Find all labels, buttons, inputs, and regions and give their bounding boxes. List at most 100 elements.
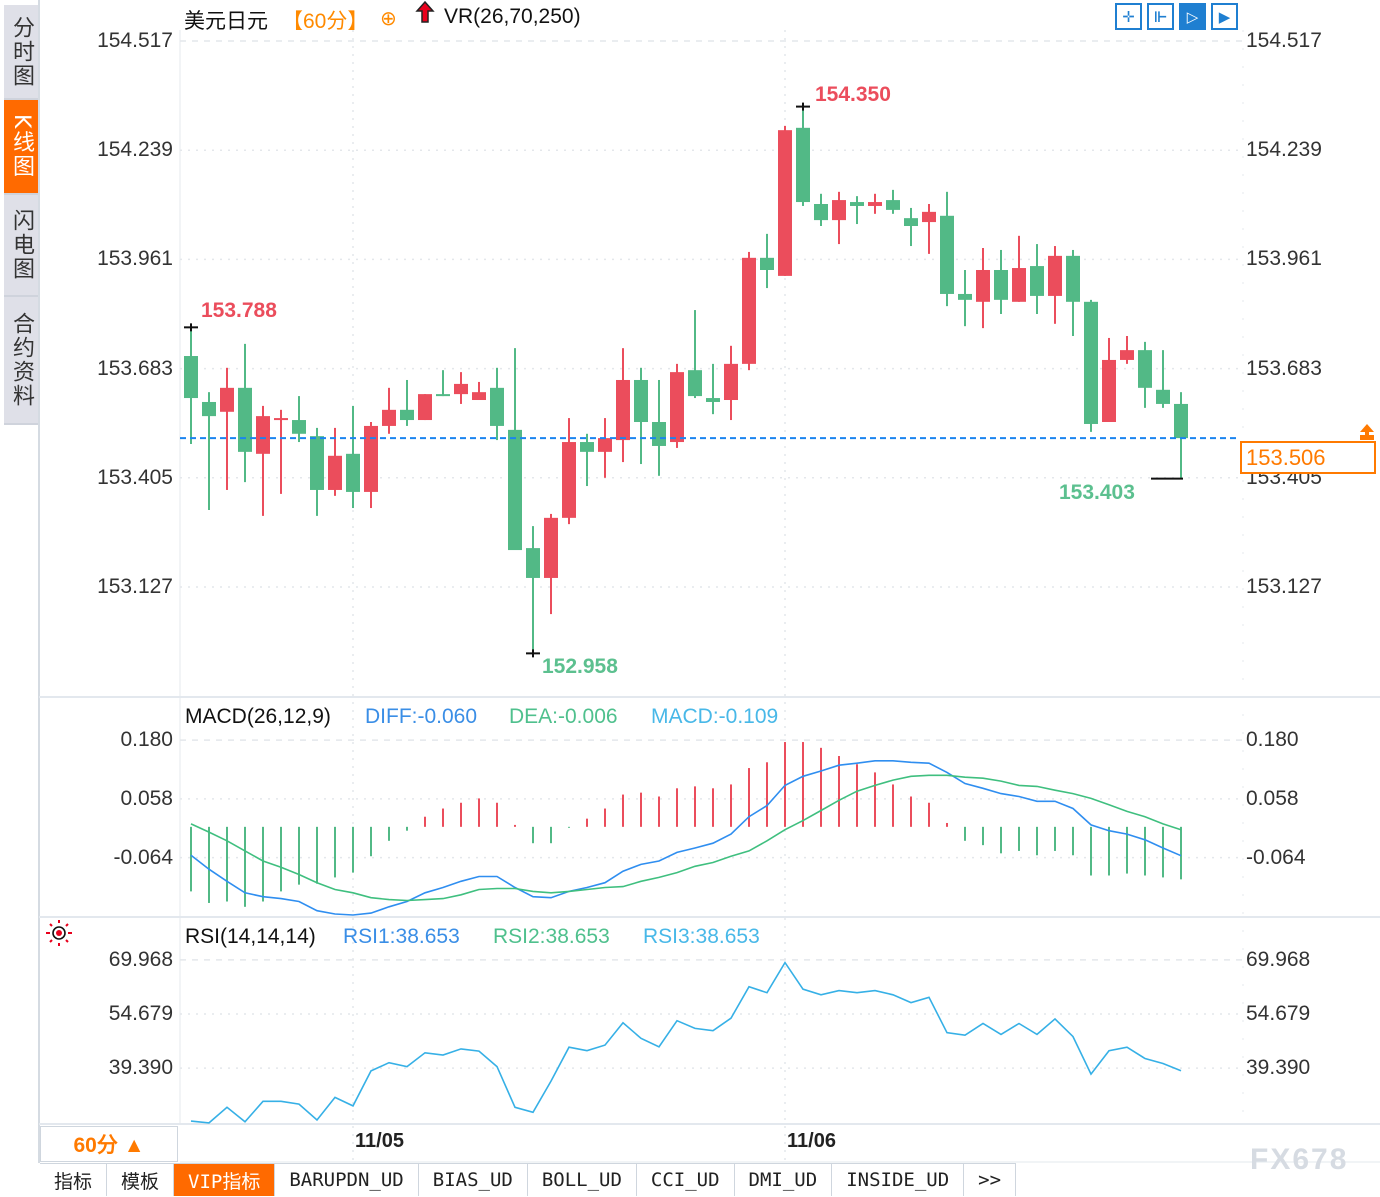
candle: [328, 427, 342, 496]
tab-5[interactable]: BOLL_UD: [528, 1164, 637, 1196]
watermark-logo: FX678: [1250, 1143, 1349, 1176]
candle-body: [670, 372, 684, 443]
candle-body: [832, 200, 846, 221]
candle-body: [652, 422, 666, 446]
tab-7[interactable]: DMI_UD: [735, 1164, 833, 1196]
y-tick-left: 154.517: [97, 28, 173, 52]
candle: [508, 348, 522, 551]
circle-plus-icon[interactable]: ⊕: [380, 8, 397, 30]
tab-9[interactable]: >>: [964, 1164, 1017, 1196]
y-tick-left: 69.968: [108, 947, 173, 971]
price-label-high: 154.350: [815, 82, 891, 106]
scroll-to-latest-icon[interactable]: ▶: [1211, 3, 1238, 30]
indicator-tabs: 指标 模板 VIP指标 BARUPDN_UD BIAS_UD BOLL_UD CCI_UD D…: [40, 1163, 1017, 1197]
sun-settings-icon[interactable]: [44, 920, 74, 951]
candle-body: [598, 438, 612, 452]
macd-diff-line: [190, 759, 1182, 916]
candle: [364, 422, 378, 509]
candle-body: [1066, 255, 1080, 302]
candle: [958, 269, 972, 327]
sidebar-item-label: 合约资料: [9, 312, 34, 408]
candle-body: [706, 398, 720, 402]
candle: [1120, 335, 1134, 364]
period-label[interactable]: 【60分】: [282, 10, 369, 33]
candle: [292, 396, 306, 443]
sidebar-item-3[interactable]: 合约资料: [4, 297, 38, 425]
candle-body: [508, 429, 522, 551]
candle: [688, 310, 702, 399]
candle-body: [400, 409, 414, 421]
candle-body: [1048, 255, 1062, 296]
sidebar-item-label: 分时图: [9, 15, 34, 88]
candle-body: [688, 370, 702, 397]
y-tick-right: 153.127: [1246, 574, 1322, 598]
candle: [220, 367, 234, 490]
candle-body: [526, 548, 540, 578]
candle: [418, 394, 432, 421]
tab-4[interactable]: BIAS_UD: [419, 1164, 528, 1196]
rsi3-value: RSI3:38.653: [643, 925, 760, 948]
tab-0[interactable]: 指标: [40, 1164, 108, 1196]
candle: [238, 343, 252, 483]
y-tick-right: 39.390: [1246, 1056, 1311, 1080]
sidebar-item-2[interactable]: 闪电图: [4, 195, 38, 297]
view-sidebar: 分时图 K线图闪电图合约资料: [4, 5, 38, 425]
y-tick-left: 153.961: [97, 247, 173, 271]
tab-2[interactable]: VIP指标: [174, 1164, 276, 1196]
candle: [472, 381, 486, 401]
macd-diff-value: DIFF:-0.060: [365, 705, 478, 728]
red-up-arrow-icon[interactable]: [414, 0, 436, 32]
candle: [940, 191, 954, 307]
candle-body: [1156, 389, 1170, 404]
y-tick-left: 153.405: [97, 465, 173, 489]
crosshair-move-icon[interactable]: ✛: [1115, 3, 1142, 30]
price-label-left-high: 153.788: [201, 299, 277, 323]
candle: [1138, 341, 1152, 408]
candle-body: [742, 257, 756, 364]
sidebar-item-0[interactable]: 分时图: [4, 5, 38, 100]
macd-macd-value: MACD:-0.109: [651, 705, 779, 728]
zoom-in-left-icon[interactable]: ⊩: [1147, 3, 1174, 30]
candle: [400, 379, 414, 426]
candle-body: [490, 387, 504, 426]
candle-body: [814, 204, 828, 221]
sidebar-item-label: 闪电图: [9, 209, 34, 281]
y-tick-left: 153.683: [97, 356, 173, 380]
period-selector[interactable]: 60分 ▲: [40, 1126, 178, 1162]
tab-8[interactable]: INSIDE_UD: [832, 1164, 965, 1196]
candle: [1012, 235, 1026, 302]
candle-body: [580, 442, 594, 452]
macd-title: MACD(26,12,9): [185, 705, 331, 728]
candle: [796, 106, 810, 206]
price-label-low: 152.958: [542, 655, 618, 679]
candle: [1174, 392, 1188, 479]
candle: [454, 372, 468, 404]
y-tick-left: 153.127: [97, 574, 173, 598]
candle-body: [382, 409, 396, 426]
candle-body: [274, 418, 288, 421]
tab-1[interactable]: 模板: [107, 1164, 175, 1196]
tab-6[interactable]: CCI_UD: [637, 1164, 735, 1196]
tab-3[interactable]: BARUPDN_UD: [275, 1164, 419, 1196]
candle-body: [994, 269, 1008, 300]
sidebar-item-1[interactable]: K线图: [4, 100, 38, 195]
candle-body: [328, 455, 342, 490]
price-alert-arrow-icon[interactable]: [1358, 423, 1376, 446]
x-tick-date: 11/06: [787, 1130, 836, 1152]
price-markers: [184, 102, 1183, 658]
candle: [310, 427, 324, 516]
candle-body: [418, 394, 432, 421]
y-tick-left: 39.390: [108, 1056, 173, 1080]
candle-body: [1084, 301, 1098, 424]
candle: [202, 392, 216, 510]
candle-body: [184, 356, 198, 399]
price-label-right-low: 153.403: [1059, 480, 1135, 504]
candle-body: [292, 420, 306, 434]
macd-dea-value: DEA:-0.006: [509, 705, 618, 728]
indicator-vr-label[interactable]: VR(26,70,250): [444, 5, 581, 28]
zoom-out-right-icon[interactable]: ▷: [1179, 3, 1206, 30]
candle: [742, 251, 756, 371]
symbol-title: 美元日元: [184, 10, 268, 33]
candle: [1066, 249, 1080, 336]
